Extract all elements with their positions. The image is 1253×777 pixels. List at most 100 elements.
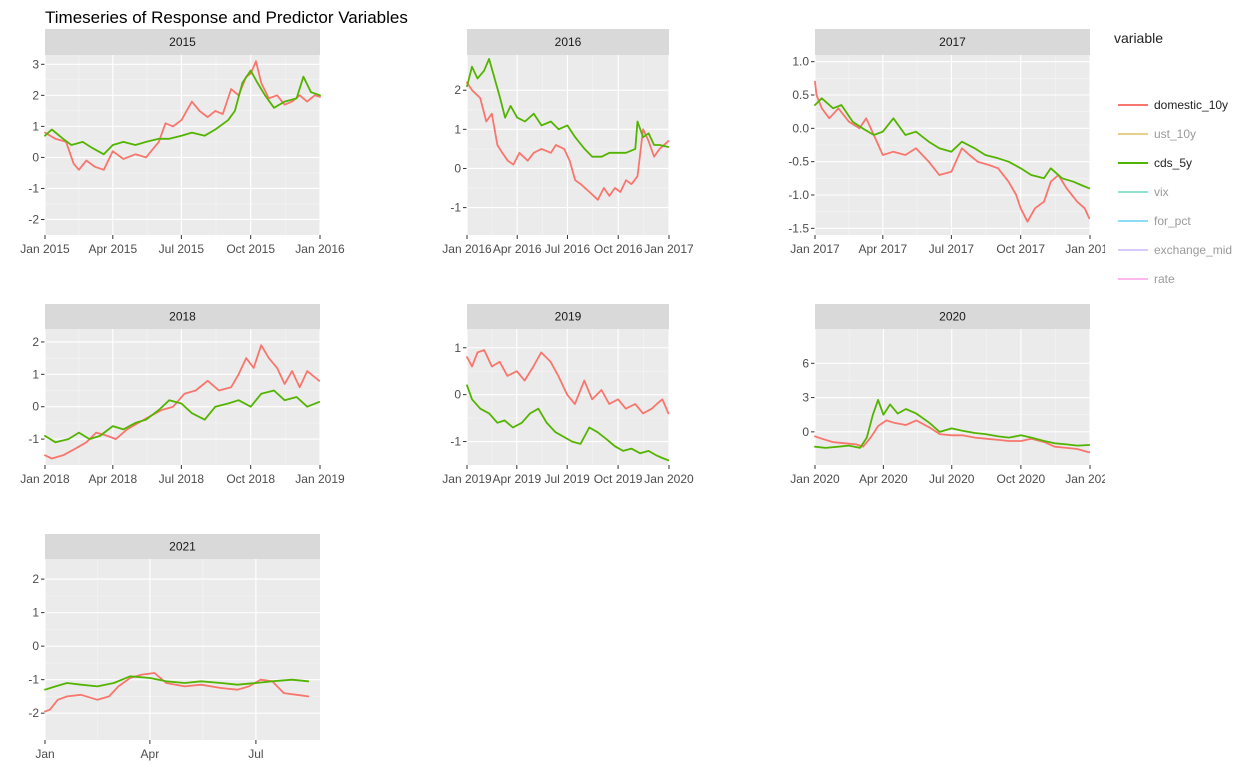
- legend-label: vix: [1154, 184, 1169, 199]
- series-line-domestic_10y: [814, 80, 1091, 223]
- x-tick-label: Oct 2020: [997, 472, 1046, 486]
- y-tick-label: -1: [450, 201, 461, 215]
- x-tick-label: Jan: [35, 747, 54, 761]
- series-line-domestic_10y: [466, 81, 670, 201]
- y-tick-label: 1: [454, 122, 461, 136]
- legend-label: domestic_10y: [1154, 97, 1229, 112]
- legend-swatch: [1118, 161, 1148, 164]
- y-tick-label: 0: [802, 425, 809, 439]
- x-tick-label: Apr 2018: [88, 472, 137, 486]
- x-tick-label: Jan 2018: [1065, 242, 1105, 256]
- y-tick-label: -1.0: [788, 188, 809, 202]
- legend-swatch: [1118, 219, 1148, 222]
- series-line-cds_5y: [814, 399, 1091, 449]
- facet-strip: [467, 29, 669, 55]
- series-line-cds_5y: [466, 384, 670, 462]
- legend-item-vix[interactable]: vix: [1114, 177, 1249, 206]
- legend-item-ust_10y[interactable]: ust_10y: [1114, 119, 1249, 148]
- facet-figure: 2015 -2 -1 0 1 2 3 Jan 2015 Apr 2015 Jul 2015 Oct …: [20, 29, 1105, 761]
- legend-label: for_pct: [1154, 213, 1191, 228]
- series-line-domestic_10y: [44, 344, 321, 460]
- y-tick-label: -2: [28, 706, 39, 720]
- y-tick-label: 2: [32, 335, 39, 349]
- x-tick-label: Apr 2019: [492, 472, 541, 486]
- x-tick-label: Oct 2016: [594, 242, 643, 256]
- y-tick-label: -1: [28, 673, 39, 687]
- y-tick-label: 2: [454, 83, 461, 97]
- y-tick-label: 6: [802, 356, 809, 370]
- facet-strip-label: 2017: [939, 35, 966, 49]
- series-line-cds_5y: [44, 69, 321, 156]
- x-tick-label: Jan 2015: [20, 242, 70, 256]
- legend-swatch: [1118, 190, 1148, 193]
- series-line-cds_5y: [44, 675, 310, 691]
- facet-panel-2021: 2021 -2 -1 0 1 2 Jan Apr Jul: [28, 534, 320, 761]
- legend-swatch: [1118, 277, 1148, 280]
- legend-item-rate[interactable]: rate: [1114, 264, 1249, 293]
- legend-title: variable: [1114, 30, 1164, 46]
- y-tick-label: 0.5: [792, 88, 809, 102]
- x-tick-label: Oct 2015: [226, 242, 275, 256]
- facet-strip: [815, 29, 1090, 55]
- legend-label: cds_5y: [1154, 155, 1193, 170]
- facet-panel-2019: 2019 -1 0 1 Jan 2019 Apr 2019 Jul 2019 Oct 2019…: [442, 304, 694, 486]
- legend-label: ust_10y: [1154, 126, 1197, 141]
- x-tick-label: Jan 2019: [442, 472, 492, 486]
- series-line-domestic_10y: [814, 419, 1091, 454]
- series-line-cds_5y: [44, 389, 321, 444]
- x-tick-label: Jul 2016: [545, 242, 591, 256]
- x-tick-label: Jan 2016: [442, 242, 492, 256]
- x-tick-label: Jan 2019: [295, 472, 345, 486]
- series-line-domestic_10y: [44, 672, 310, 713]
- y-tick-label: 1: [32, 119, 39, 133]
- x-tick-label: Jul 2019: [544, 472, 590, 486]
- facet-panel-2018: 2018 -1 0 1 2 Jan 2018 Apr 2018 Jul 2018 Oct 201…: [20, 304, 345, 486]
- facet-strip-label: 2015: [169, 35, 196, 49]
- x-tick-label: Jan 2020: [790, 472, 840, 486]
- series-line-cds_5y: [466, 58, 670, 158]
- x-tick-label: Jul 2020: [929, 472, 975, 486]
- series-line-domestic_10y: [466, 349, 670, 415]
- y-tick-label: -1.5: [788, 221, 809, 235]
- y-tick-label: 1.0: [792, 55, 809, 69]
- facet-strip: [45, 304, 320, 329]
- x-tick-label: Oct 2017: [996, 242, 1045, 256]
- x-tick-label: Jul 2017: [929, 242, 975, 256]
- y-tick-label: 3: [32, 57, 39, 71]
- x-tick-label: Oct 2019: [594, 472, 643, 486]
- y-tick-label: -0.5: [788, 155, 809, 169]
- facet-strip: [815, 304, 1090, 329]
- x-tick-label: Jul 2018: [159, 472, 205, 486]
- x-tick-label: Apr 2016: [493, 242, 542, 256]
- x-tick-label: Jan 2017: [644, 242, 694, 256]
- facet-strip-label: 2016: [555, 35, 582, 49]
- x-tick-label: Apr 2017: [858, 242, 907, 256]
- chart-title: Timeseries of Response and Predictor Var…: [45, 8, 408, 27]
- legend-item-domestic_10y[interactable]: domestic_10y: [1114, 90, 1249, 119]
- series-line-domestic_10y: [44, 60, 321, 171]
- facet-panel-2020: 2020 0 3 6 Jan 2020 Apr 2020 Jul 2020 Oct 2020 J…: [790, 304, 1105, 486]
- y-tick-label: 0: [32, 400, 39, 414]
- x-tick-label: Jul 2015: [159, 242, 205, 256]
- legend-item-for_pct[interactable]: for_pct: [1114, 206, 1249, 235]
- facet-panel-2017: 2017 -1.5 -1.0 -0.5 0.0 0.5 1.0 Jan 2017 Apr 201…: [788, 29, 1105, 256]
- facet-strip-label: 2019: [555, 310, 582, 324]
- facet-panel-2016: 2016 -1 0 1 2 Jan 2016 Apr 2016 Jul 2016 Oct 201…: [442, 29, 694, 256]
- facet-strip: [45, 534, 320, 559]
- y-tick-label: 0: [454, 161, 461, 175]
- x-tick-label: Jul: [248, 747, 263, 761]
- legend-item-cds_5y[interactable]: cds_5y: [1114, 148, 1249, 177]
- series-line-cds_5y: [814, 97, 1091, 190]
- y-tick-label: 0: [454, 388, 461, 402]
- x-tick-label: Oct 2018: [226, 472, 275, 486]
- y-tick-label: 0: [32, 639, 39, 653]
- legend-item-exchange_mid[interactable]: exchange_mid: [1114, 235, 1249, 264]
- legend-label: exchange_mid: [1154, 242, 1233, 257]
- facet-strip: [467, 304, 669, 329]
- panel-background: [45, 55, 320, 235]
- y-tick-label: -1: [450, 435, 461, 449]
- legend-label: rate: [1154, 271, 1175, 286]
- facet-panel-2015: 2015 -2 -1 0 1 2 3 Jan 2015 Apr 2015 Jul 2015 Oct …: [20, 29, 345, 256]
- y-tick-label: -2: [28, 212, 39, 226]
